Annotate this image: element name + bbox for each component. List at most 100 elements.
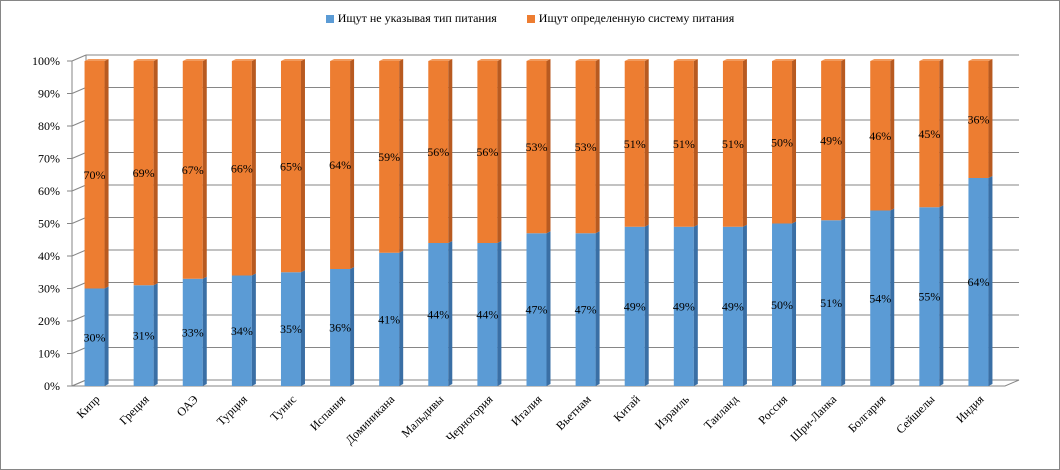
bar-side [251, 59, 256, 276]
gridline-side [71, 87, 87, 94]
bar-side [399, 250, 404, 386]
data-label: 51% [624, 137, 646, 151]
data-label: 56% [476, 145, 498, 159]
gridline-side [71, 282, 87, 289]
bar-top [575, 59, 600, 61]
x-category-label: Италия [508, 392, 545, 429]
bar-top [477, 59, 502, 61]
bar-side [153, 283, 158, 386]
x-category-label: Вьетнам [553, 392, 594, 433]
bar-top [673, 59, 698, 61]
bar-top [919, 59, 944, 61]
data-label: 49% [673, 299, 695, 313]
legend-label-unspecified: Ищут не указывая тип питания [337, 11, 497, 25]
bar-segment [821, 220, 842, 386]
bar-segment [84, 61, 105, 289]
y-tick-label: 70% [38, 152, 60, 166]
gridline-side [71, 184, 87, 192]
bar-side [792, 59, 797, 224]
bar-side [742, 59, 747, 227]
bar-side [202, 276, 207, 386]
data-label: 41% [378, 312, 400, 326]
bar-segment [722, 61, 743, 227]
bar-side [546, 59, 551, 234]
data-label: 50% [771, 135, 793, 149]
gridline-side [71, 314, 87, 322]
bar-segment [919, 61, 940, 208]
bar-segment [379, 252, 400, 386]
data-label: 47% [575, 303, 597, 317]
legend-swatch-specific [526, 14, 535, 23]
legend: Ищут не указывая тип питания Ищут опреде… [0, 11, 1060, 26]
bar-segment [968, 61, 989, 178]
bar-side [988, 176, 993, 386]
bar-side [448, 59, 453, 243]
data-label: 64% [967, 275, 989, 289]
data-label: 50% [771, 298, 793, 312]
bar-side [300, 59, 305, 273]
bar-segment [231, 61, 252, 276]
data-label: 36% [967, 113, 989, 127]
x-category-label: Китай [611, 392, 644, 425]
bar-top [821, 59, 846, 61]
y-tick-label: 100% [32, 54, 60, 68]
data-label: 30% [84, 330, 106, 344]
bar-top [182, 59, 207, 61]
y-tick-label: 90% [38, 87, 60, 101]
bar-top [231, 59, 256, 61]
data-label: 49% [820, 134, 842, 148]
gridline-side [71, 119, 87, 127]
data-label: 45% [918, 127, 940, 141]
bar-side [104, 286, 109, 386]
gridline-side [71, 249, 87, 257]
data-label: 49% [722, 299, 744, 313]
floor [71, 379, 1020, 387]
bar-segment [330, 269, 351, 386]
bar-segment [919, 207, 940, 386]
bar-segment [182, 61, 203, 279]
gridline-side [71, 217, 87, 224]
bar-top [379, 59, 404, 61]
data-label: 44% [427, 308, 449, 322]
bar-segment [870, 210, 891, 386]
bar-top [624, 59, 649, 61]
bar-side [693, 224, 698, 386]
bar-segment [330, 61, 351, 269]
bar-segment [477, 243, 498, 386]
bar-side [251, 273, 256, 386]
bar-side [693, 59, 698, 227]
y-tick-label: 0% [44, 379, 60, 393]
bar-segment [133, 285, 154, 386]
bar-top [280, 59, 305, 61]
bar-segment [280, 272, 301, 386]
bar-side [399, 59, 404, 253]
data-label: 34% [231, 324, 253, 338]
bar-side [202, 59, 207, 279]
data-label: 51% [820, 296, 842, 310]
data-label: 53% [526, 140, 548, 154]
x-category-label: Тунис [267, 392, 299, 424]
data-label: 46% [869, 129, 891, 143]
bar-segment [428, 243, 449, 386]
bar-side [890, 59, 895, 211]
bar-side [792, 221, 797, 386]
data-label: 64% [329, 158, 351, 172]
bar-top [428, 59, 453, 61]
bar-top [133, 59, 158, 61]
x-category-label: Россия [755, 392, 790, 427]
gridline-side [71, 54, 87, 62]
x-category-label: Доминикана [342, 392, 397, 447]
bar-side [448, 241, 453, 386]
bar-top [526, 59, 551, 61]
bar-segment [477, 61, 498, 243]
x-category-label: Индия [953, 392, 987, 426]
bar-top [772, 59, 797, 61]
bar-segment [133, 61, 154, 286]
bar-segment [821, 61, 842, 221]
bar-side [742, 224, 747, 386]
bar-segment [182, 278, 203, 386]
gridline-side [71, 347, 87, 354]
x-category-label: Израиль [652, 392, 692, 432]
y-tick-label: 60% [38, 184, 60, 198]
